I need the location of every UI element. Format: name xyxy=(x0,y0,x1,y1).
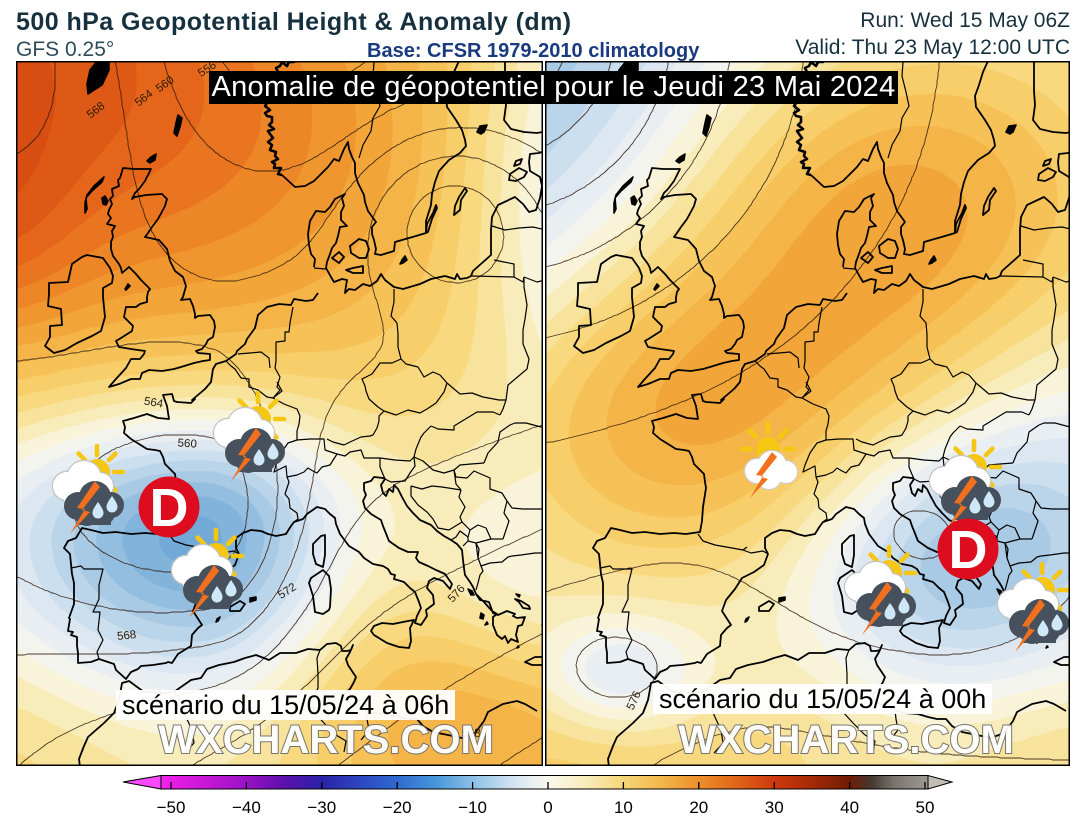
svg-text:50: 50 xyxy=(916,798,935,817)
svg-text:564: 564 xyxy=(143,395,165,410)
svg-text:WXCHARTS.COM: WXCHARTS.COM xyxy=(678,718,1014,762)
svg-text:568: 568 xyxy=(461,728,480,740)
svg-text:20: 20 xyxy=(689,798,708,817)
svg-text:560: 560 xyxy=(177,437,197,450)
svg-text:−20: −20 xyxy=(383,798,412,817)
svg-text:10: 10 xyxy=(614,798,633,817)
svg-text:568: 568 xyxy=(117,629,137,643)
svg-text:30: 30 xyxy=(765,798,784,817)
svg-text:0: 0 xyxy=(543,798,552,817)
svg-text:−10: −10 xyxy=(458,798,487,817)
svg-text:WXCHARTS.COM: WXCHARTS.COM xyxy=(158,718,494,762)
svg-text:−40: −40 xyxy=(232,798,261,817)
svg-text:−30: −30 xyxy=(307,798,336,817)
svg-text:40: 40 xyxy=(840,798,859,817)
svg-text:−50: −50 xyxy=(157,798,186,817)
